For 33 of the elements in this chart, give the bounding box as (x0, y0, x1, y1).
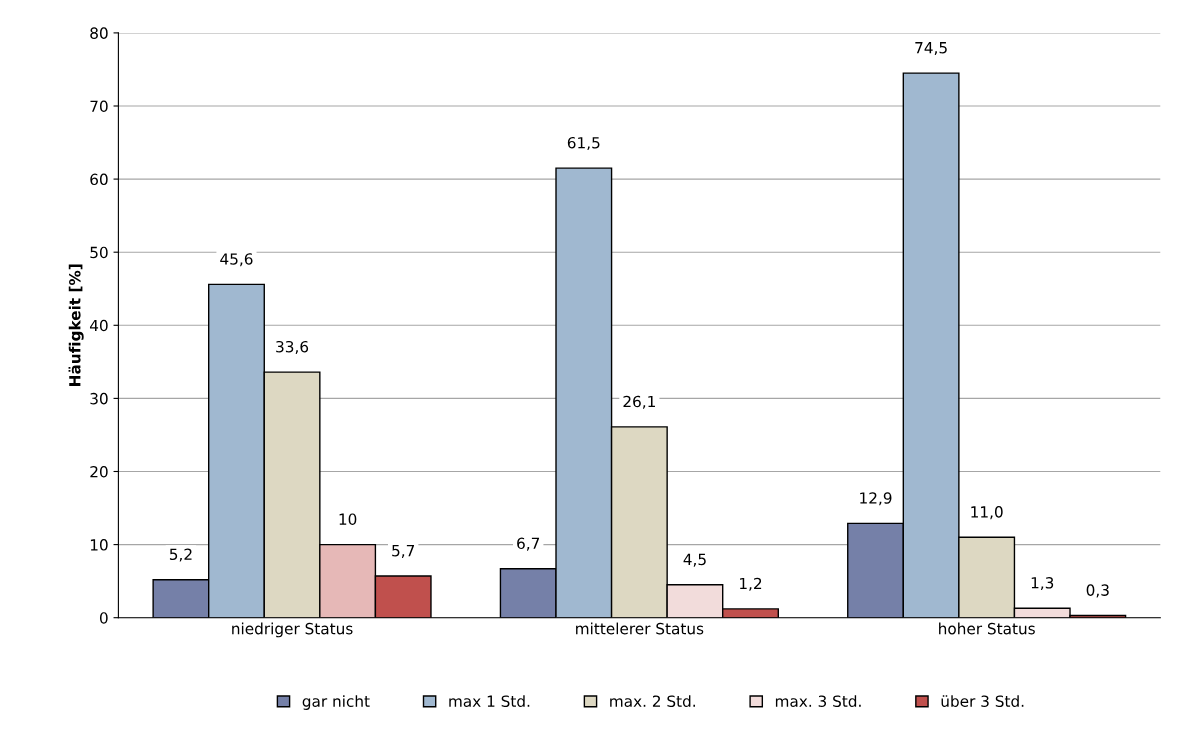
y-axis-title: Häufigkeit [%] (68, 264, 84, 386)
y-tick-label: 30 (90, 392, 108, 405)
y-tick-label: 0 (99, 612, 108, 624)
data-label: 5,2 (169, 548, 192, 562)
y-tick-label: 10 (90, 539, 108, 551)
x-tick-label: hoher Status (939, 622, 1035, 635)
y-tick-label: 40 (89, 319, 108, 332)
legend-label: max 1 Std. (449, 695, 530, 707)
x-tick-label: mittelerer Status (576, 622, 704, 635)
data-label: 6,7 (517, 537, 540, 551)
y-tick-label: 70 (90, 100, 108, 113)
data-label: 1,3 (1031, 577, 1054, 591)
data-label: 45,6 (220, 253, 253, 267)
data-label: 12,9 (860, 492, 892, 506)
data-label: 33,6 (276, 340, 309, 355)
data-label: 61,5 (567, 136, 600, 151)
data-label: 11,0 (971, 506, 1003, 520)
y-tick-label: 80 (90, 27, 108, 39)
legend-label: über 3 Std. (941, 695, 1024, 707)
data-label: 4,5 (683, 553, 706, 567)
y-tick-label: 50 (90, 246, 108, 259)
y-tick-label: 20 (90, 465, 108, 478)
data-label: 10 (339, 513, 357, 525)
data-label: 74,5 (915, 42, 947, 56)
data-label: 5,7 (392, 545, 415, 558)
legend-label: gar nicht (302, 695, 370, 710)
y-tick-label: 60 (90, 173, 108, 186)
data-label: 0,3 (1086, 584, 1109, 598)
legend-label: max. 2 Std. (610, 695, 695, 707)
legend-label: max. 3 Std. (775, 695, 861, 707)
data-label: 1,2 (740, 577, 762, 591)
x-tick-label: niedriger Status (232, 622, 353, 638)
data-label: 26,1 (623, 395, 655, 409)
